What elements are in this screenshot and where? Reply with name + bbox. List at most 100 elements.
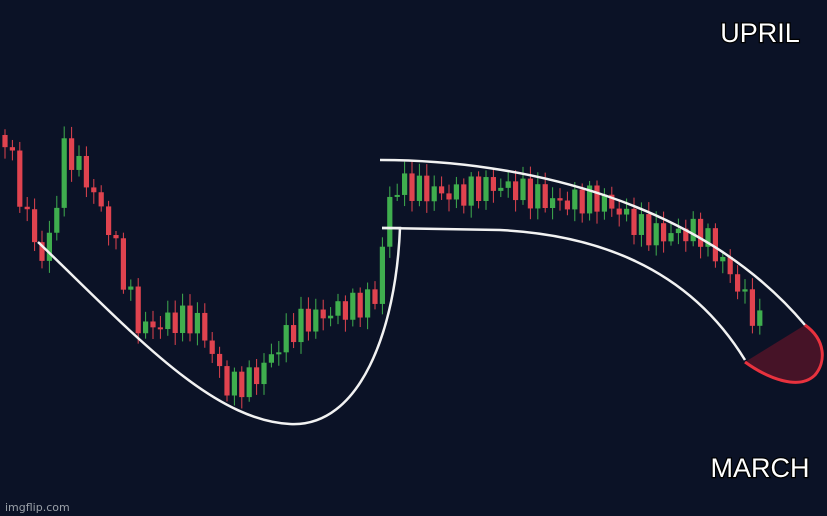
candle-body [557,198,563,201]
candle-body [46,232,52,261]
candle-body [675,228,681,234]
candle-body [631,208,637,235]
candle-body [69,138,75,170]
top-caption: UPRIL [720,18,800,48]
candle-body [113,235,119,239]
candle-body [261,362,267,385]
candle-body [194,312,200,334]
candle-body [357,292,363,318]
candle-body [143,321,149,334]
candle-body [587,185,593,214]
candle-body [268,354,274,363]
candle-body [379,246,385,304]
candle-body [698,218,704,247]
candle-body [365,289,371,318]
candle-body [172,312,178,334]
candle-body [39,242,45,261]
candle-body [683,228,689,242]
candle-body [424,175,430,202]
candle-body [298,308,304,343]
handle-upper-curve [379,158,806,326]
candle-body [180,305,186,334]
candle-body [350,292,356,320]
candle-body [505,181,511,188]
candle-body [579,189,585,214]
candle-body [439,186,445,194]
handle-lower-curve [381,226,747,361]
candle-body [150,321,156,328]
candle-body [254,367,260,385]
candle-body [61,138,67,208]
candle-body [601,194,607,212]
red-zone-outline [744,323,824,384]
candle-body [91,187,97,193]
candle-body [135,286,141,334]
candle-body [239,371,245,398]
candle-body [402,173,408,195]
candle-body [202,312,208,341]
candle-body [157,327,163,330]
candle-body [720,256,726,262]
watermark: imgflip.com [5,501,70,514]
candle-body [83,155,89,188]
candle-body [705,228,711,247]
candle-body [32,209,38,243]
candle-body [646,214,652,246]
candle-body [276,352,282,355]
candle-body [564,200,570,210]
bottom-caption: MARCH [711,453,810,483]
candle-body [209,340,215,354]
candle-body [313,309,319,332]
candle-body [624,208,630,215]
candle-body [224,366,230,396]
candle-body [498,187,504,191]
candle-body [54,207,60,233]
candle-body [483,177,489,201]
candle-body [690,218,696,242]
candle-body [372,289,378,304]
candle-body [17,150,23,207]
candle-body [735,274,741,292]
candle-body [416,175,422,201]
candle-body [120,238,126,290]
candle-body [328,315,334,319]
candle-body [550,198,556,209]
candle-body [527,178,533,209]
candle-body [461,184,467,206]
candle-body [165,312,171,330]
candle-body [513,181,519,201]
candle-body [542,184,548,209]
candle-body [520,178,526,201]
candle-body [594,185,600,212]
candle-body [727,256,733,275]
candle-body [98,192,104,207]
candle-body [394,194,400,197]
candle-body [2,135,8,148]
candle-body [106,206,112,236]
candle-body [231,371,237,396]
candles [2,126,763,409]
candle-body [616,208,622,215]
candle-body [446,193,452,200]
candle-body [320,309,326,319]
candle-body [9,147,15,151]
candle-body [749,289,755,326]
candle-body [283,325,289,353]
candle-body [468,176,474,206]
candle-body [535,184,541,209]
candle-body [742,289,748,292]
candle-body [291,325,297,343]
candle-body [335,301,341,316]
candle-body [387,196,393,247]
red-zone [745,325,823,383]
candle-body [305,308,311,332]
candle-body [76,155,82,170]
candle-body [638,214,644,235]
candle-body [431,186,437,202]
candle-body [453,184,459,200]
candle-body [476,176,482,201]
cup-curve [37,226,402,426]
